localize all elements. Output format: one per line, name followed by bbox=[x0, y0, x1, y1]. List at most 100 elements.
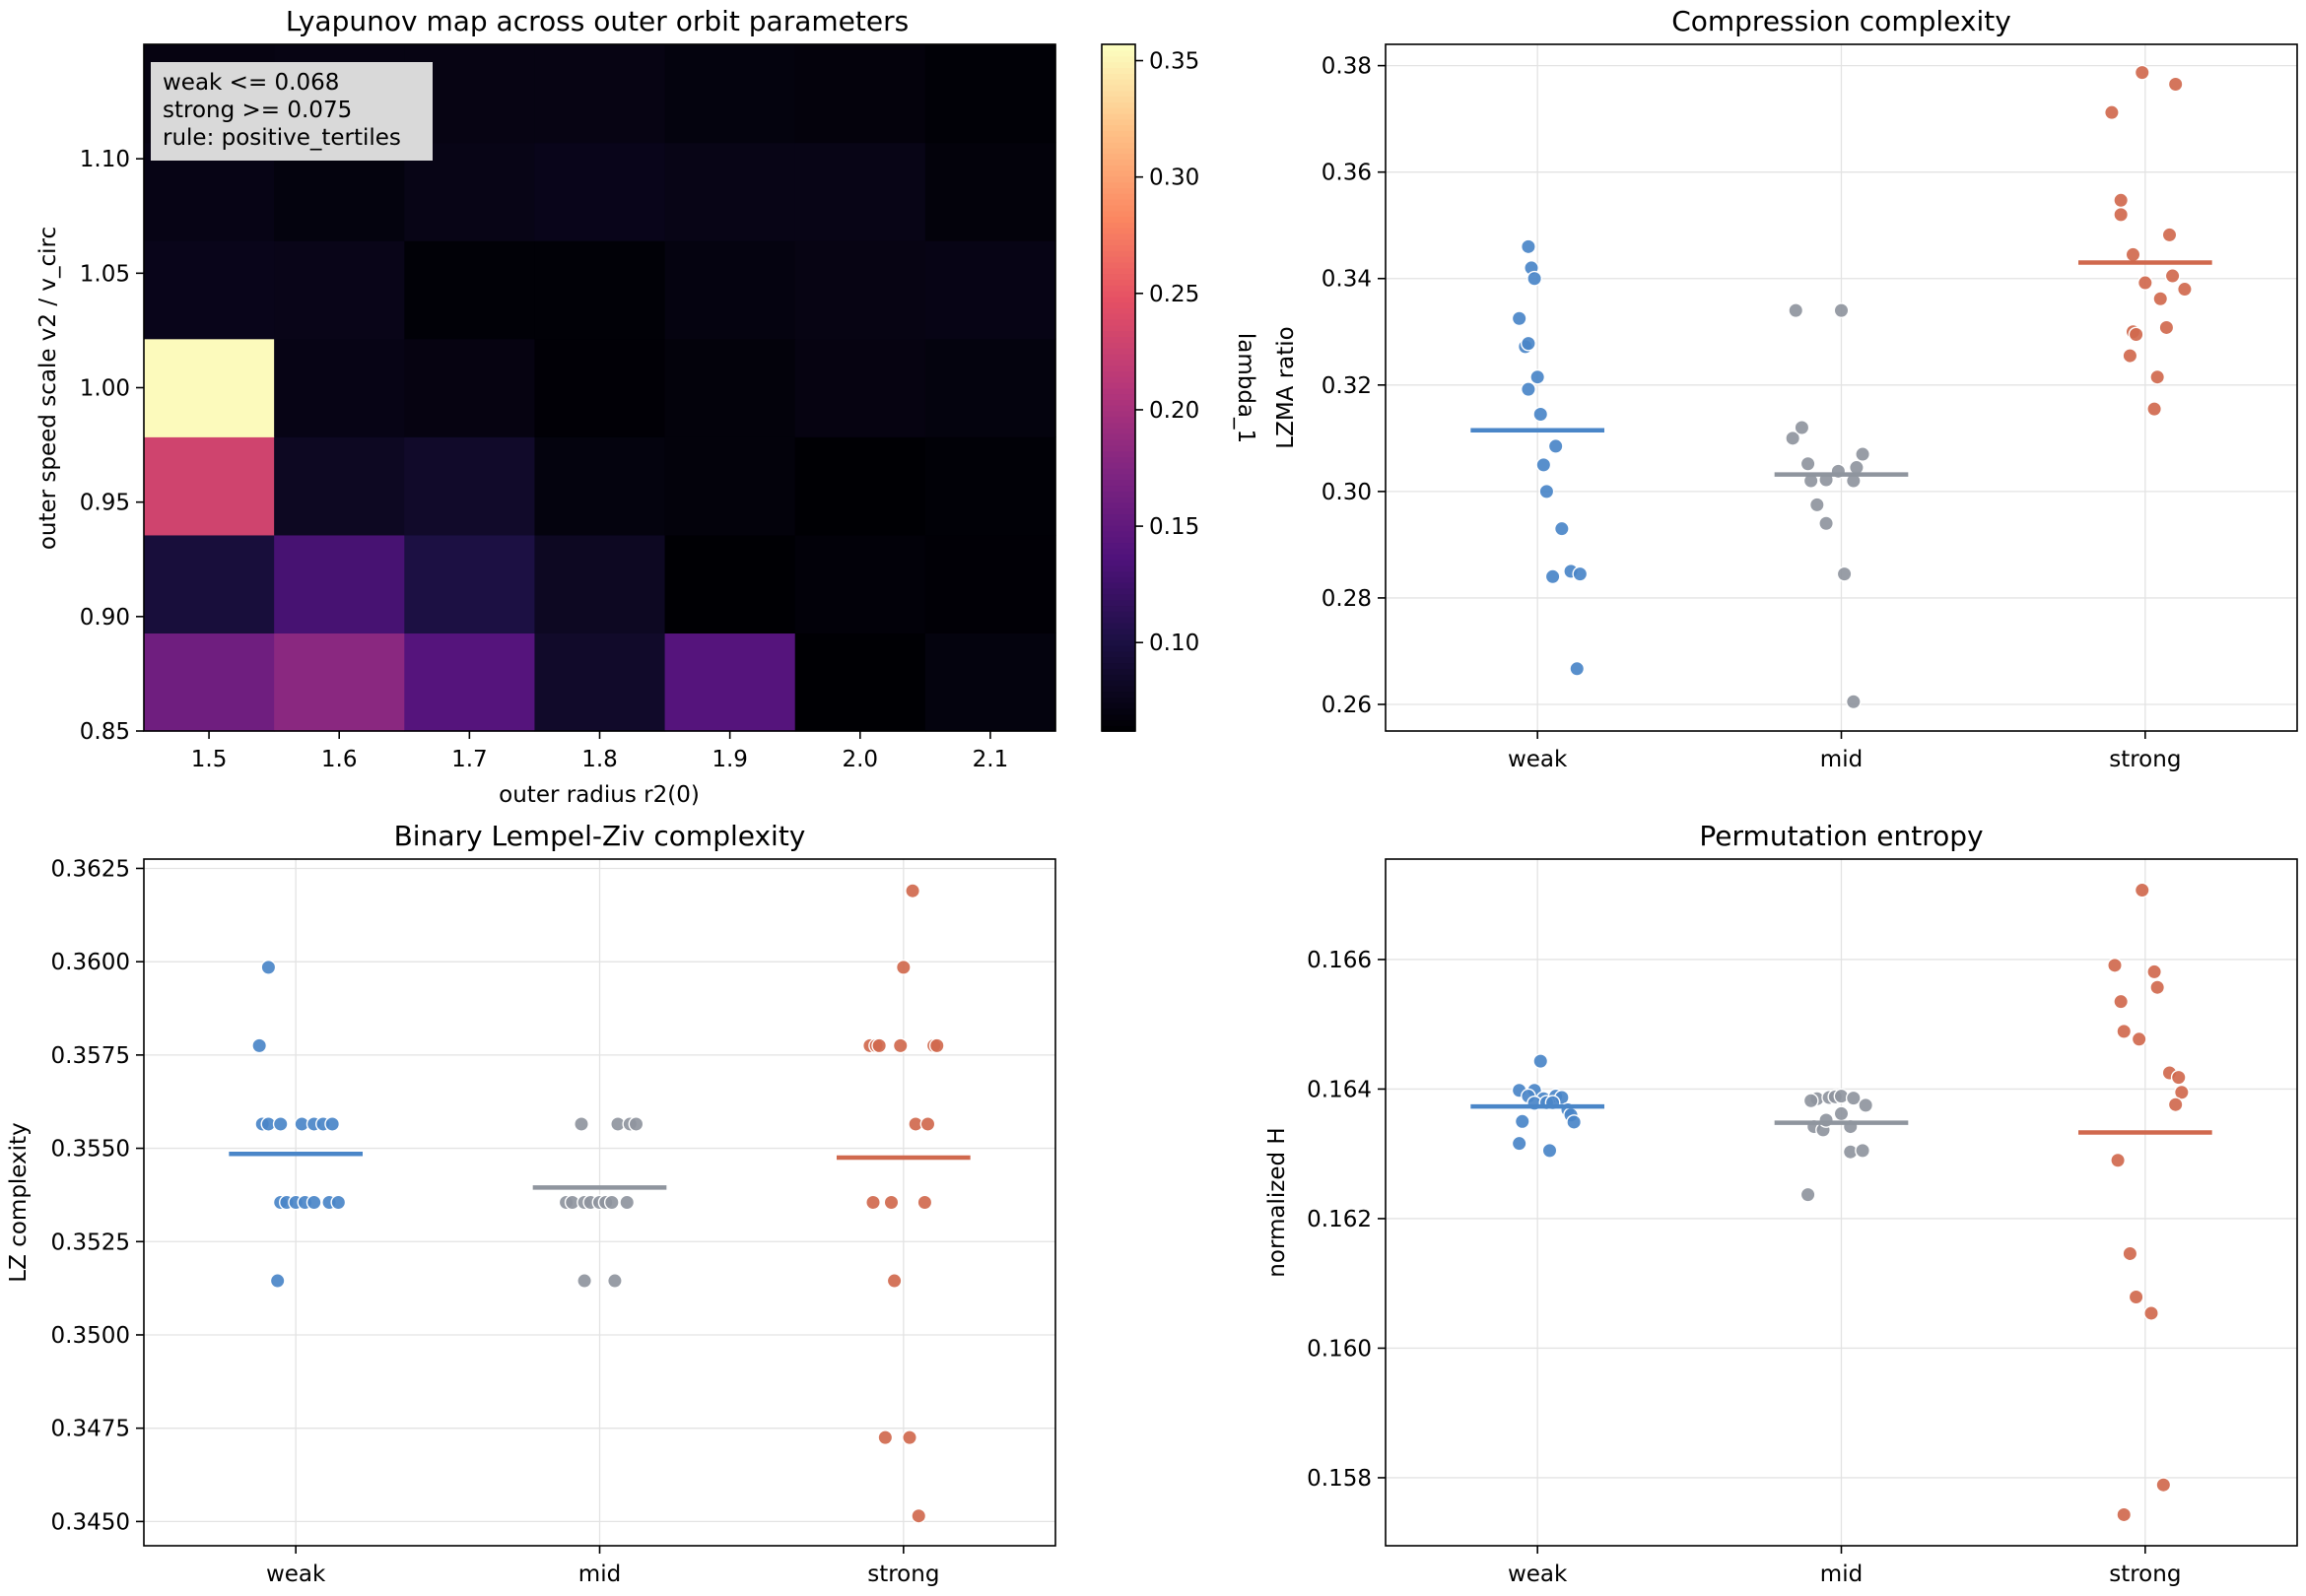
colorbar-segment bbox=[1102, 467, 1135, 475]
x-tick-label: mid bbox=[578, 1562, 621, 1587]
colorbar-segment bbox=[1102, 416, 1135, 424]
colorbar-segment bbox=[1102, 542, 1135, 549]
colorbar-segment bbox=[1102, 559, 1135, 566]
colorbar-tick-label: 0.30 bbox=[1149, 166, 1199, 191]
annotation-line-2: strong >= 0.075 bbox=[163, 98, 352, 123]
data-point bbox=[251, 1037, 268, 1054]
y-tick-label: 0.3525 bbox=[51, 1230, 130, 1255]
data-point bbox=[2113, 206, 2130, 223]
data-point bbox=[1511, 1135, 1527, 1152]
permutation-entropy-panel: Permutation entropy normalized H 0.158 0.16… bbox=[1264, 820, 2298, 1587]
colorbar-segment bbox=[1102, 210, 1135, 218]
data-point bbox=[1818, 1112, 1834, 1128]
colorbar-tick-label: 0.25 bbox=[1149, 282, 1199, 307]
data-point bbox=[1788, 302, 1804, 319]
colorbar-segment bbox=[1102, 548, 1135, 555]
heatmap-cell bbox=[404, 338, 536, 437]
heatmap-cell bbox=[794, 534, 926, 634]
heatmap-cell bbox=[664, 240, 796, 340]
colorbar-tick-label: 0.10 bbox=[1149, 631, 1199, 656]
colorbar-segment bbox=[1102, 444, 1135, 452]
colorbar-segment bbox=[1102, 296, 1135, 303]
colorbar-segment bbox=[1102, 565, 1135, 572]
heatmap-cell bbox=[924, 240, 1056, 340]
data-point bbox=[928, 1037, 945, 1054]
colorbar-segment bbox=[1102, 553, 1135, 561]
colorbar-segment bbox=[1102, 204, 1135, 212]
colorbar-segment bbox=[1102, 330, 1135, 338]
colorbar-segment bbox=[1102, 118, 1135, 126]
data-point bbox=[574, 1116, 589, 1132]
data-point bbox=[1511, 310, 1527, 327]
colorbar-segment bbox=[1102, 342, 1135, 349]
data-point bbox=[2116, 1506, 2133, 1523]
colorbar-segment bbox=[1102, 650, 1135, 658]
data-point bbox=[2143, 1305, 2159, 1321]
data-point bbox=[2173, 1084, 2190, 1100]
colorbar-segment bbox=[1102, 668, 1135, 675]
colorbar-segment bbox=[1102, 428, 1135, 434]
heatmap-cell bbox=[274, 534, 405, 634]
heatmap-cell bbox=[664, 534, 796, 634]
colorbar-segment bbox=[1102, 159, 1135, 166]
x-tick-label: strong bbox=[2109, 747, 2181, 772]
colorbar-segment bbox=[1102, 73, 1135, 80]
data-point bbox=[892, 1037, 909, 1054]
heatmap-cell bbox=[404, 436, 536, 536]
heatmap-cell bbox=[924, 142, 1056, 241]
heatmap-cell bbox=[924, 338, 1056, 437]
colorbar-segment bbox=[1102, 524, 1135, 532]
data-point bbox=[1802, 1093, 1819, 1109]
colorbar-segment bbox=[1102, 198, 1135, 206]
colorbar-segment bbox=[1102, 633, 1135, 640]
colorbar-segment bbox=[1102, 279, 1135, 286]
x-tick-label: 1.5 bbox=[191, 747, 228, 772]
colorbar-segment bbox=[1102, 501, 1135, 509]
data-point bbox=[2146, 401, 2162, 418]
heatmap-cell bbox=[664, 436, 796, 536]
colorbar-segment bbox=[1102, 697, 1135, 703]
data-point bbox=[2167, 1097, 2184, 1113]
colorbar-segment bbox=[1102, 370, 1135, 377]
data-point bbox=[2134, 64, 2150, 81]
colorbar-segment bbox=[1102, 101, 1135, 108]
colorbar-segment bbox=[1102, 513, 1135, 520]
colorbar-segment bbox=[1102, 61, 1135, 69]
data-point bbox=[603, 1194, 620, 1211]
colorbar-segment bbox=[1102, 707, 1135, 715]
heatmap-cell bbox=[794, 338, 926, 437]
axes-frame bbox=[1385, 43, 2298, 732]
colorbar-segment bbox=[1102, 233, 1135, 240]
x-tick-label: mid bbox=[1820, 1562, 1863, 1587]
colorbar-segment bbox=[1102, 570, 1135, 577]
data-point bbox=[2122, 1245, 2138, 1262]
data-point bbox=[2152, 291, 2169, 307]
y-tick-label: 0.3450 bbox=[51, 1509, 130, 1535]
data-point bbox=[1544, 568, 1561, 585]
data-point bbox=[1532, 406, 1549, 423]
y-tick-label: 0.3475 bbox=[51, 1417, 130, 1442]
colorbar: 0.10 0.15 0.20 0.25 0.30 0.35 bbox=[1101, 43, 1199, 732]
heatmap-ylabel: outer speed scale v2 / v_circ bbox=[35, 227, 61, 550]
heatmap-cell bbox=[794, 240, 926, 340]
colorbar-segment bbox=[1102, 244, 1135, 251]
colorbar-segment bbox=[1102, 175, 1135, 183]
x-tick-label: 2.0 bbox=[842, 747, 878, 772]
heatmap-cell bbox=[794, 44, 926, 144]
data-point bbox=[2113, 192, 2130, 209]
colorbar-segment bbox=[1102, 227, 1135, 234]
heatmap-cell bbox=[924, 632, 1056, 732]
data-point bbox=[305, 1194, 322, 1211]
colorbar-segment bbox=[1102, 250, 1135, 257]
colorbar-segment bbox=[1102, 622, 1135, 630]
heatmap-cell bbox=[794, 142, 926, 241]
data-point bbox=[1836, 565, 1853, 582]
data-point bbox=[1845, 694, 1862, 710]
data-point bbox=[2128, 326, 2144, 343]
y-tick-label: 0.162 bbox=[1307, 1207, 1372, 1232]
colorbar-segment bbox=[1102, 347, 1135, 355]
x-tick-label: 1.9 bbox=[712, 747, 748, 772]
heatmap-cell bbox=[144, 240, 275, 340]
colorbar-segment bbox=[1102, 519, 1135, 526]
panel-title: Binary Lempel-Ziv complexity bbox=[394, 820, 806, 852]
